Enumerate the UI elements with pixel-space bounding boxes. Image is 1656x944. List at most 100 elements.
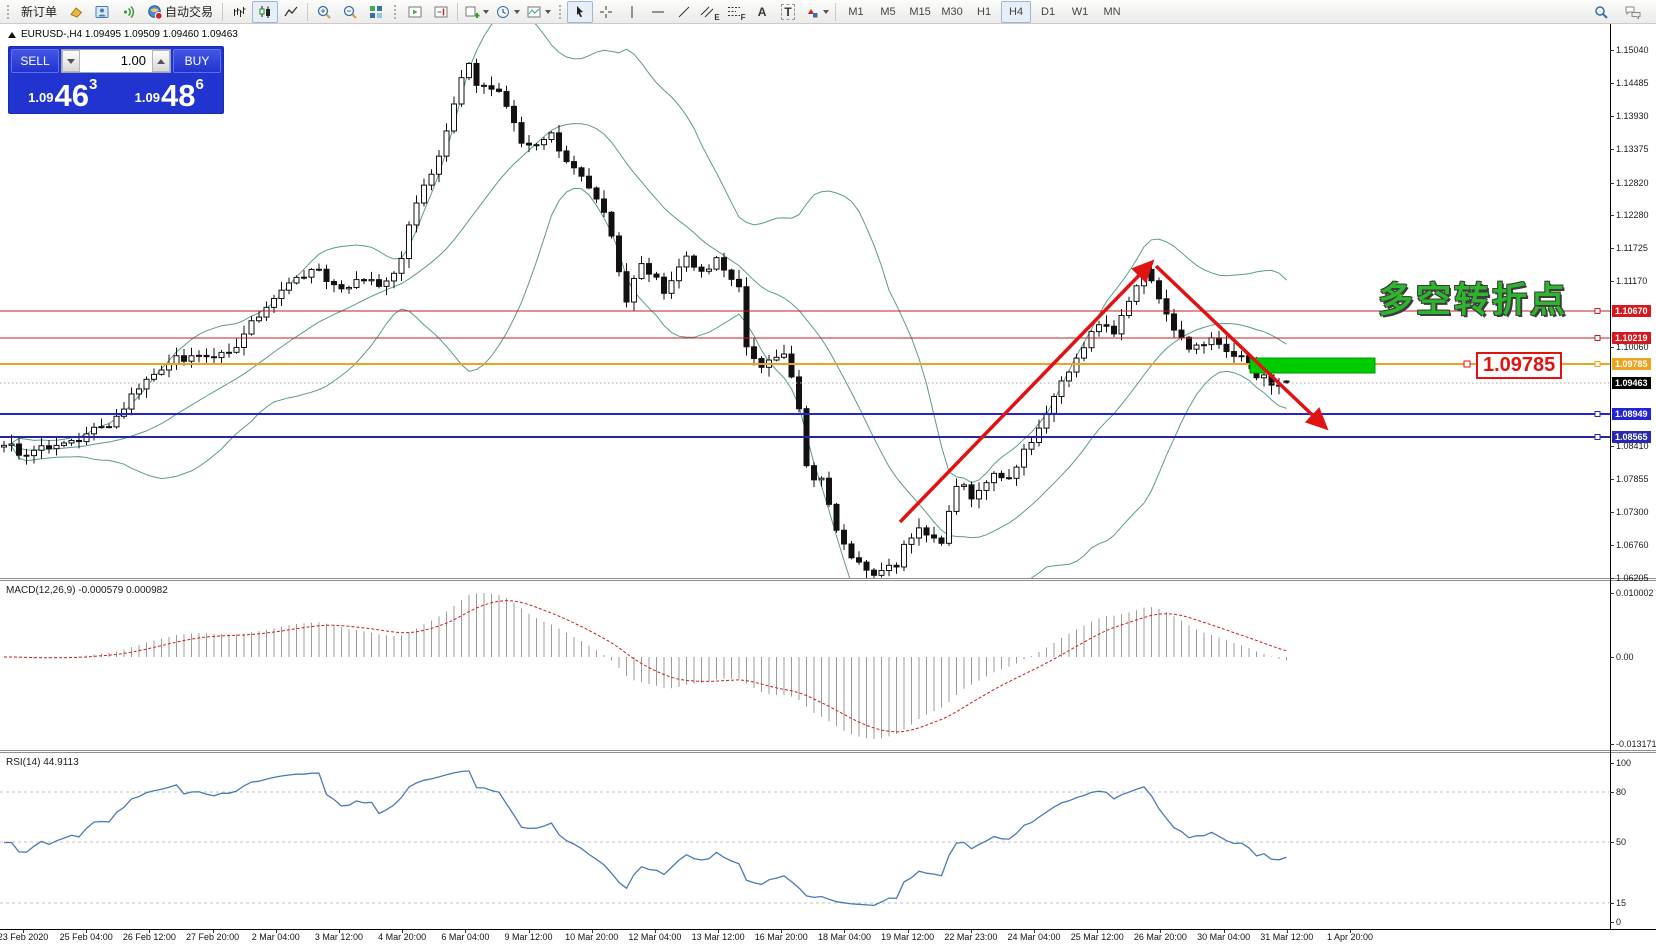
price-level-label: 1.08949 xyxy=(1612,408,1651,420)
volume-decrease-button[interactable] xyxy=(62,50,80,72)
dropdown-caret[interactable] xyxy=(483,9,490,14)
vertical-line-button[interactable] xyxy=(619,1,645,23)
buy-price-display[interactable]: 1.09 48 6 xyxy=(118,76,222,111)
x-axis-tick xyxy=(275,930,277,933)
trendline-button[interactable] xyxy=(671,1,697,23)
timeframe-d1-button[interactable]: D1 xyxy=(1041,5,1056,18)
toolbar-grip[interactable] xyxy=(393,3,399,20)
x-axis-tick xyxy=(465,930,467,933)
chat-button[interactable] xyxy=(1620,1,1646,23)
sell-price-point: 3 xyxy=(88,76,98,93)
equidistant-channel-button[interactable]: E xyxy=(697,1,723,23)
data-window-icon xyxy=(95,5,109,18)
toolbar-grip[interactable] xyxy=(6,3,11,20)
y-axis-label: 1.13930 xyxy=(1616,111,1649,121)
timeframe-m30-button[interactable]: M30 xyxy=(941,5,963,18)
rsi-axis-label: 50 xyxy=(1616,837,1627,847)
panel-separator[interactable] xyxy=(0,578,1656,581)
x-axis-label: 16 Mar 20:00 xyxy=(754,932,808,942)
fibonacci-button[interactable]: F xyxy=(723,1,749,23)
tile-windows-button[interactable] xyxy=(363,1,389,23)
bar-chart-button[interactable] xyxy=(226,1,252,23)
rsi-axis-label: 15 xyxy=(1616,898,1627,908)
volume-input[interactable]: 1.00 xyxy=(120,53,146,68)
x-axis-tick xyxy=(781,930,783,933)
indicators-button[interactable] xyxy=(523,1,554,23)
rsi-indicator-panel[interactable] xyxy=(0,753,1610,929)
shapes-button[interactable] xyxy=(801,1,832,23)
timeframe-mn-button[interactable]: MN xyxy=(1103,5,1121,18)
buy-price-base: 1.09 xyxy=(134,90,160,105)
down-arrow[interactable] xyxy=(1154,264,1329,431)
y-axis-tick xyxy=(1610,657,1614,658)
signal-button[interactable] xyxy=(115,1,141,23)
sell-price-pips: 46 xyxy=(54,78,89,113)
y-axis-label: 1.07855 xyxy=(1616,474,1649,484)
market-watch-button[interactable] xyxy=(63,1,89,23)
data-window-button[interactable] xyxy=(89,1,115,23)
dropdown-caret[interactable] xyxy=(545,9,552,14)
horizontal-lines[interactable] xyxy=(0,308,1610,440)
collapse-panel-icon[interactable] xyxy=(8,31,16,38)
timeframe-m5-button[interactable]: M5 xyxy=(880,5,896,18)
timeframe-h1-button[interactable]: H1 xyxy=(977,5,992,18)
timeframe-m1-button[interactable]: M1 xyxy=(848,5,864,18)
buy-button[interactable]: BUY xyxy=(173,49,221,73)
indicators-icon xyxy=(527,6,541,17)
zoom-out-button[interactable] xyxy=(337,1,363,23)
y-axis-tick xyxy=(1610,446,1614,447)
price-axis-border xyxy=(1610,24,1611,929)
y-axis-tick xyxy=(1610,183,1614,184)
cursor-button[interactable] xyxy=(567,0,594,23)
macd-signal-line xyxy=(4,600,1287,733)
dropdown-caret[interactable] xyxy=(823,9,830,14)
macd-indicator-panel[interactable] xyxy=(0,581,1610,750)
auto-trading-button[interactable]: 自动交易 xyxy=(141,1,219,23)
chart-shift-button[interactable] xyxy=(428,1,454,23)
x-axis-tick xyxy=(86,930,88,933)
y-axis-tick xyxy=(1610,215,1614,216)
timeframe-m15-button[interactable]: M15 xyxy=(909,5,931,18)
x-axis-tick xyxy=(970,930,972,933)
vertical-line-icon xyxy=(631,5,633,18)
y-axis-tick xyxy=(1610,593,1614,594)
horizontal-line-button[interactable] xyxy=(645,1,671,23)
new-order-button[interactable]: 新订单 xyxy=(21,5,58,19)
sell-price-display[interactable]: 1.09 46 3 xyxy=(11,76,115,111)
up-arrow[interactable] xyxy=(898,259,1155,524)
new-chart-icon xyxy=(465,6,480,18)
y-axis-label: 1.12820 xyxy=(1616,178,1649,188)
x-axis-label: 23 Feb 2020 xyxy=(0,932,49,942)
auto-scroll-button[interactable] xyxy=(402,1,428,23)
profiles-button[interactable] xyxy=(492,1,523,23)
main-price-chart[interactable] xyxy=(0,24,1610,578)
toolbar-grip[interactable] xyxy=(558,3,564,20)
x-axis-label: 3 Mar 12:00 xyxy=(314,932,363,942)
x-axis-tick xyxy=(1350,930,1351,933)
y-axis-tick xyxy=(1610,744,1614,745)
sell-button[interactable]: SELL xyxy=(11,49,59,73)
sell-price-base: 1.09 xyxy=(28,90,54,105)
dropdown-caret[interactable] xyxy=(514,9,521,14)
chart-title: EURUSD-,H4 1.09495 1.09509 1.09460 1.094… xyxy=(8,29,238,40)
crosshair-button[interactable] xyxy=(593,1,619,23)
text-button[interactable]: A xyxy=(749,1,775,23)
zoom-in-button[interactable] xyxy=(311,1,337,23)
volume-increase-button[interactable] xyxy=(152,50,170,72)
line-chart-button[interactable] xyxy=(278,1,304,23)
new-chart-button[interactable] xyxy=(461,1,492,23)
x-axis-tick xyxy=(907,930,909,933)
candlestick-chart-button[interactable] xyxy=(252,0,279,23)
y-axis-tick xyxy=(1610,149,1614,150)
text-label-button[interactable]: T xyxy=(775,1,801,23)
y-axis-label: 1.06760 xyxy=(1616,540,1649,550)
text-label-icon: T xyxy=(781,3,795,20)
timeframe-w1-button[interactable]: W1 xyxy=(1071,5,1089,18)
green-zone-rectangle[interactable] xyxy=(1249,357,1376,374)
x-axis-label: 22 Mar 23:00 xyxy=(944,932,998,942)
y-axis-label: 1.12280 xyxy=(1616,210,1649,220)
timeframe-h4-button[interactable]: H4 xyxy=(1001,0,1032,23)
crosshair-icon xyxy=(600,5,613,18)
panel-separator[interactable] xyxy=(0,750,1656,753)
search-button[interactable] xyxy=(1588,1,1614,23)
